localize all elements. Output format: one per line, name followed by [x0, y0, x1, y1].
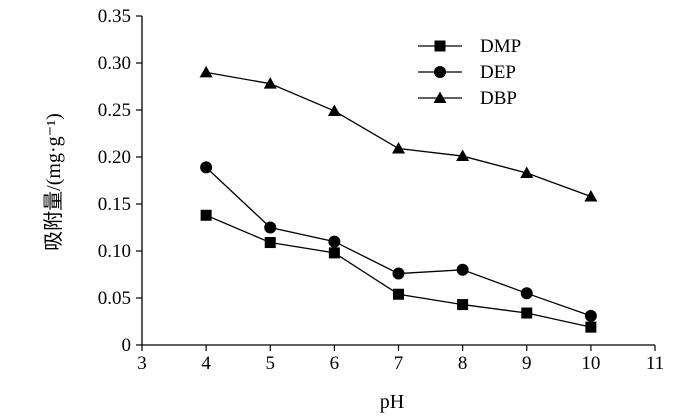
y-axis-ticks: 0 0.05 0.10 0.15 0.20 0.25 0.30 0.35: [98, 6, 142, 356]
legend-item-dbp: DBP: [418, 88, 517, 109]
y-tick-label: 0: [122, 335, 132, 356]
x-tick-label: 7: [394, 353, 404, 374]
data-point-dmp: [457, 299, 469, 311]
y-tick-label: 0.10: [98, 241, 131, 262]
data-point-dmp: [521, 307, 533, 319]
y-tick-label: 0.15: [98, 194, 131, 215]
data-point-dmp: [393, 288, 404, 300]
data-point-dbp: [584, 189, 598, 202]
y-tick-label: 0.30: [98, 53, 131, 74]
x-axis-ticks: 3 4 5 6 7 8 9 10 11: [137, 345, 664, 374]
data-point-dep: [264, 221, 277, 234]
data-point-dep: [456, 263, 469, 276]
legend-label: DMP: [480, 36, 521, 57]
x-tick-label: 3: [137, 353, 147, 374]
data-point-dbp: [199, 65, 213, 78]
legend: DMP DEP DBP: [418, 36, 521, 109]
legend-marker: [434, 40, 446, 52]
legend-label: DBP: [480, 88, 517, 109]
series-dmp: [200, 209, 597, 333]
x-tick-label: 5: [266, 353, 276, 374]
y-tick-label: 0.05: [98, 288, 131, 309]
x-tick-label: 4: [201, 353, 211, 374]
x-tick-label: 11: [646, 353, 664, 374]
data-point-dmp: [585, 321, 597, 333]
x-axis-title: pH: [380, 391, 404, 413]
data-point-dbp: [392, 142, 405, 154]
data-point-dmp: [328, 247, 340, 259]
data-point-dmp: [264, 237, 276, 249]
data-point-dbp: [263, 77, 277, 89]
x-tick-label: 9: [522, 353, 532, 374]
y-axis-title: 吸附量/(mg·g⁻¹): [42, 113, 65, 251]
series-layer: [199, 65, 598, 333]
x-tick-label: 6: [330, 353, 340, 374]
legend-item-dep: DEP: [418, 62, 516, 83]
legend-label: DEP: [480, 62, 516, 83]
data-point-dep: [200, 161, 213, 174]
data-point-dep: [328, 235, 341, 248]
data-point-dbp: [327, 104, 341, 116]
legend-marker: [433, 91, 447, 103]
data-point-dbp: [456, 149, 470, 162]
x-tick-label: 10: [581, 353, 600, 374]
series-dbp: [199, 65, 598, 202]
data-point-dmp: [200, 209, 212, 221]
y-tick-label: 0.20: [98, 147, 131, 168]
data-point-dep: [584, 309, 597, 322]
series-dep: [200, 161, 597, 322]
legend-item-dmp: DMP: [418, 36, 521, 57]
data-point-dep: [392, 267, 405, 280]
x-tick-label: 8: [458, 353, 468, 374]
y-tick-label: 0.25: [98, 100, 131, 121]
data-point-dep: [520, 287, 533, 300]
y-tick-label: 0.35: [98, 6, 131, 27]
data-point-dbp: [520, 166, 534, 178]
legend-marker: [434, 66, 446, 78]
